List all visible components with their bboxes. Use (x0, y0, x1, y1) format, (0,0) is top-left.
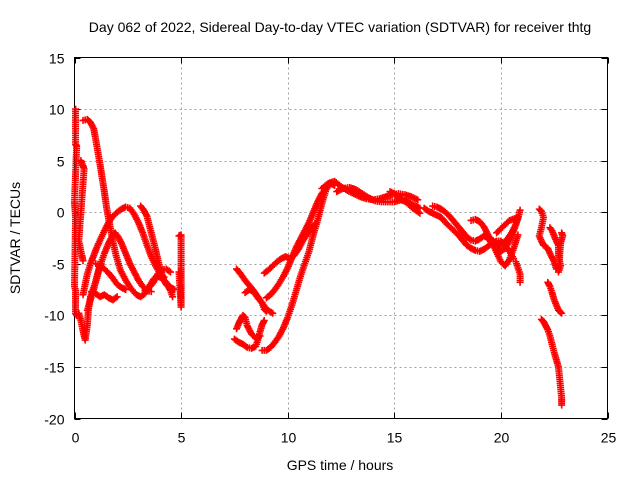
plot-frame (74, 57, 608, 419)
series-arc-a (71, 105, 81, 319)
series-arc-ab (546, 224, 567, 276)
series-arc-ac (537, 315, 566, 409)
data-point (261, 306, 269, 314)
data-point (122, 286, 130, 294)
data-point (269, 309, 277, 317)
data-point (260, 317, 268, 325)
data-point (262, 307, 270, 315)
data-point (147, 288, 155, 296)
grid (74, 57, 608, 419)
series-arc-h (92, 260, 130, 294)
series-arc-r (260, 220, 319, 277)
data-point (156, 267, 164, 275)
series-arc-x (467, 215, 522, 270)
data-point (558, 229, 566, 237)
data-point (79, 257, 87, 265)
data-point (416, 209, 424, 217)
y-tick-label: 0 (57, 205, 65, 221)
data-point (169, 293, 177, 301)
data-point (514, 231, 522, 239)
series-arc-c (79, 115, 179, 301)
y-tick-label: 5 (57, 154, 65, 170)
x-tick-label: 0 (72, 430, 80, 446)
x-tick-label: 10 (281, 430, 297, 446)
data-point (558, 309, 566, 317)
data-point (311, 220, 319, 228)
y-tick-label: 10 (49, 102, 65, 118)
data-point (493, 229, 501, 237)
data-point (494, 227, 502, 235)
data-point (466, 235, 474, 243)
series-arc-k (175, 231, 185, 311)
tick-labels: 0 5 10 15 20 25 -20 -15 -10 -5 0 5 10 15 (44, 51, 616, 446)
y-tick-label: -20 (44, 412, 64, 428)
series-arc-n (233, 311, 264, 342)
data-point (166, 268, 174, 276)
data-point (256, 332, 264, 340)
series-arc-i (137, 202, 177, 301)
x-tick-label: 20 (494, 430, 510, 446)
data-point (557, 308, 565, 316)
series-arc-aa (535, 205, 560, 273)
y-tick-label: 15 (49, 51, 65, 67)
series-arc-j (141, 265, 174, 295)
data-point (516, 278, 524, 286)
series-arc-z (512, 258, 524, 286)
data-point (113, 293, 121, 301)
series-arc-q (262, 184, 330, 302)
data-point (414, 196, 422, 204)
series-arc-y (482, 213, 522, 249)
series-arc-u (386, 188, 424, 217)
data-point (558, 401, 566, 409)
data-point (242, 342, 250, 350)
data-point (414, 208, 422, 216)
data-point (310, 221, 318, 229)
data-point (175, 268, 183, 276)
data-point (165, 267, 173, 275)
y-tick-label: -5 (52, 257, 65, 273)
chart-title: Day 062 of 2022, Sidereal Day-to-day VTE… (89, 19, 591, 35)
y-tick-label: -15 (44, 360, 64, 376)
x-tick-label: 5 (178, 430, 186, 446)
x-axis-label: GPS time / hours (287, 457, 394, 473)
series-arc-o (241, 286, 270, 315)
data-point (516, 206, 524, 214)
x-tick-label: 25 (601, 430, 617, 446)
data-points (71, 105, 567, 409)
y-axis-label: SDTVAR / TECUs (7, 182, 23, 294)
series-arc-b (75, 157, 88, 265)
x-tick-label: 15 (387, 430, 403, 446)
series-arc-p (258, 179, 339, 354)
series-arc-g (88, 288, 121, 304)
series-arc-ad (544, 278, 566, 317)
y-tick-label: -10 (44, 308, 64, 324)
data-point (112, 294, 120, 302)
